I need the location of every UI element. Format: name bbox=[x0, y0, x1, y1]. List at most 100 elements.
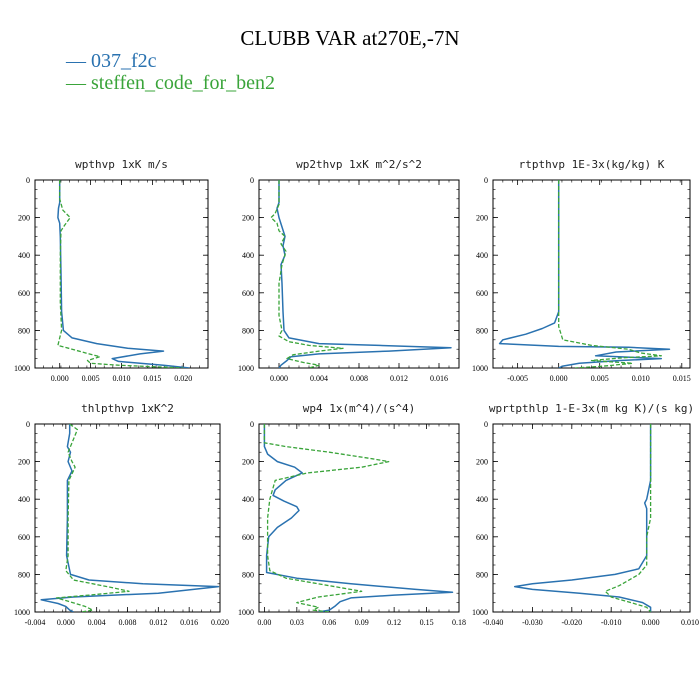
y-tick-label: 800 bbox=[242, 570, 254, 579]
x-tick-label: 0.00 bbox=[257, 618, 271, 627]
x-tick-label: 0.008 bbox=[119, 618, 137, 627]
y-tick-label: 0 bbox=[484, 176, 488, 185]
y-tick-label: 1000 bbox=[238, 608, 254, 617]
series-line-0 bbox=[263, 424, 454, 612]
x-tick-label: 0.06 bbox=[322, 618, 336, 627]
x-tick-label: 0.010 bbox=[632, 374, 650, 383]
x-tick-label: 0.015 bbox=[143, 374, 161, 383]
legend-entry-1: — steffen_code_for_ben2 bbox=[66, 72, 275, 95]
x-tick-label: -0.040 bbox=[483, 618, 504, 627]
panel-title: wp4 1x(m^4)/(s^4) bbox=[303, 402, 416, 415]
panel-title: wpthvp 1xK m/s bbox=[75, 158, 168, 171]
panel-title: wp2thvp 1xK m^2/s^2 bbox=[296, 158, 422, 171]
y-tick-label: 600 bbox=[242, 533, 254, 542]
figure-title: CLUBB VAR at270E,-7N bbox=[240, 26, 460, 50]
x-tick-label: 0.000 bbox=[550, 374, 568, 383]
y-tick-label: 0 bbox=[250, 176, 254, 185]
panel-title: rtpthvp 1E-3x(kg/kg) K bbox=[519, 158, 665, 171]
y-tick-label: 200 bbox=[476, 458, 488, 467]
y-tick-label: 800 bbox=[18, 326, 30, 335]
series-line-1 bbox=[55, 424, 130, 612]
y-tick-label: 400 bbox=[242, 251, 254, 260]
plot-frame bbox=[258, 179, 460, 369]
x-tick-label: 0.010 bbox=[113, 374, 131, 383]
x-tick-label: 0.016 bbox=[180, 618, 198, 627]
series-line-0 bbox=[40, 424, 220, 612]
y-tick-label: 800 bbox=[18, 570, 30, 579]
x-tick-label: 0.016 bbox=[430, 374, 448, 383]
y-tick-label: 400 bbox=[242, 495, 254, 504]
x-tick-label: 0.000 bbox=[270, 374, 288, 383]
panel-4: wp4 1x(m^4)/(s^4) 0.00 0.03 0.06 0.09 0.12 0.1… bbox=[238, 402, 466, 627]
x-tick-label: -0.004 bbox=[25, 618, 46, 627]
panel-2: rtpthvp 1E-3x(kg/kg) K -0.005 0.000 0.005 0.… bbox=[472, 158, 691, 383]
panel-3: thlpthvp 1xK^2 -0.004 0.000 0.004 0.008 0.012… bbox=[14, 402, 229, 627]
legend-line-icon: — bbox=[66, 72, 86, 94]
x-tick-label: 0.012 bbox=[149, 618, 167, 627]
y-tick-label: 800 bbox=[476, 326, 488, 335]
panel-title: thlpthvp 1xK^2 bbox=[81, 402, 174, 415]
x-tick-label: 0.010 bbox=[681, 618, 699, 627]
series-line-1 bbox=[57, 180, 184, 368]
y-tick-label: 400 bbox=[18, 495, 30, 504]
series-line-0 bbox=[276, 180, 452, 368]
y-tick-label: 0 bbox=[26, 176, 30, 185]
x-tick-label: 0.020 bbox=[174, 374, 192, 383]
y-tick-label: 0 bbox=[26, 420, 30, 429]
x-tick-label: -0.010 bbox=[601, 618, 622, 627]
x-tick-label: -0.020 bbox=[561, 618, 582, 627]
y-tick-label: 200 bbox=[18, 214, 30, 223]
x-tick-label: 0.004 bbox=[88, 618, 106, 627]
y-tick-label: 600 bbox=[242, 289, 254, 298]
x-tick-label: 0.15 bbox=[420, 618, 434, 627]
x-tick-label: 0.005 bbox=[591, 374, 609, 383]
x-tick-label: 0.09 bbox=[355, 618, 369, 627]
x-tick-label: 0.005 bbox=[82, 374, 100, 383]
panel-title: wprtpthlp 1-E-3x(m kg K)/(s kg) bbox=[489, 402, 694, 415]
x-tick-label: -0.030 bbox=[522, 618, 543, 627]
y-tick-label: 200 bbox=[18, 458, 30, 467]
y-tick-label: 0 bbox=[250, 420, 254, 429]
y-tick-label: 800 bbox=[242, 326, 254, 335]
panel-0: wpthvp 1xK m/s 0.000 0.005 0.010 0.015 0.020 0… bbox=[14, 158, 209, 383]
y-tick-label: 1000 bbox=[472, 364, 488, 373]
y-tick-label: 1000 bbox=[14, 364, 30, 373]
y-tick-label: 1000 bbox=[472, 608, 488, 617]
series-line-1 bbox=[263, 424, 390, 612]
series-line-1 bbox=[604, 424, 652, 612]
y-tick-label: 1000 bbox=[238, 364, 254, 373]
y-tick-label: 0 bbox=[484, 420, 488, 429]
x-tick-label: 0.008 bbox=[350, 374, 368, 383]
legend-label: 037_f2c bbox=[91, 50, 157, 72]
x-tick-label: 0.000 bbox=[642, 618, 660, 627]
y-tick-label: 800 bbox=[476, 570, 488, 579]
series-line-1 bbox=[558, 180, 662, 368]
x-tick-label: 0.18 bbox=[452, 618, 466, 627]
y-tick-label: 400 bbox=[476, 495, 488, 504]
y-tick-label: 1000 bbox=[14, 608, 30, 617]
y-tick-label: 400 bbox=[476, 251, 488, 260]
x-tick-label: 0.004 bbox=[310, 374, 328, 383]
y-tick-label: 600 bbox=[476, 289, 488, 298]
x-tick-label: 0.03 bbox=[290, 618, 304, 627]
series-line-0 bbox=[498, 180, 671, 368]
legend-label: steffen_code_for_ben2 bbox=[91, 72, 276, 94]
legend-entry-0: — 037_f2c bbox=[66, 50, 157, 73]
panel-5: wprtpthlp 1-E-3x(m kg K)/(s kg) -0.040 -0.… bbox=[472, 402, 699, 627]
plot-frame bbox=[492, 423, 691, 613]
series-line-1 bbox=[270, 180, 344, 368]
series-line-0 bbox=[57, 180, 190, 368]
plot-frame bbox=[34, 423, 221, 613]
plot-frame bbox=[492, 179, 691, 369]
x-tick-label: -0.005 bbox=[507, 374, 528, 383]
y-tick-label: 600 bbox=[18, 289, 30, 298]
y-tick-label: 600 bbox=[18, 533, 30, 542]
y-tick-label: 200 bbox=[242, 214, 254, 223]
x-tick-label: 0.12 bbox=[387, 618, 401, 627]
x-tick-label: 0.000 bbox=[51, 374, 69, 383]
x-tick-label: 0.000 bbox=[57, 618, 75, 627]
panel-1: wp2thvp 1xK m^2/s^2 0.000 0.004 0.008 0.012 0… bbox=[238, 158, 460, 383]
series-line-0 bbox=[513, 424, 652, 612]
x-tick-label: 0.012 bbox=[390, 374, 408, 383]
